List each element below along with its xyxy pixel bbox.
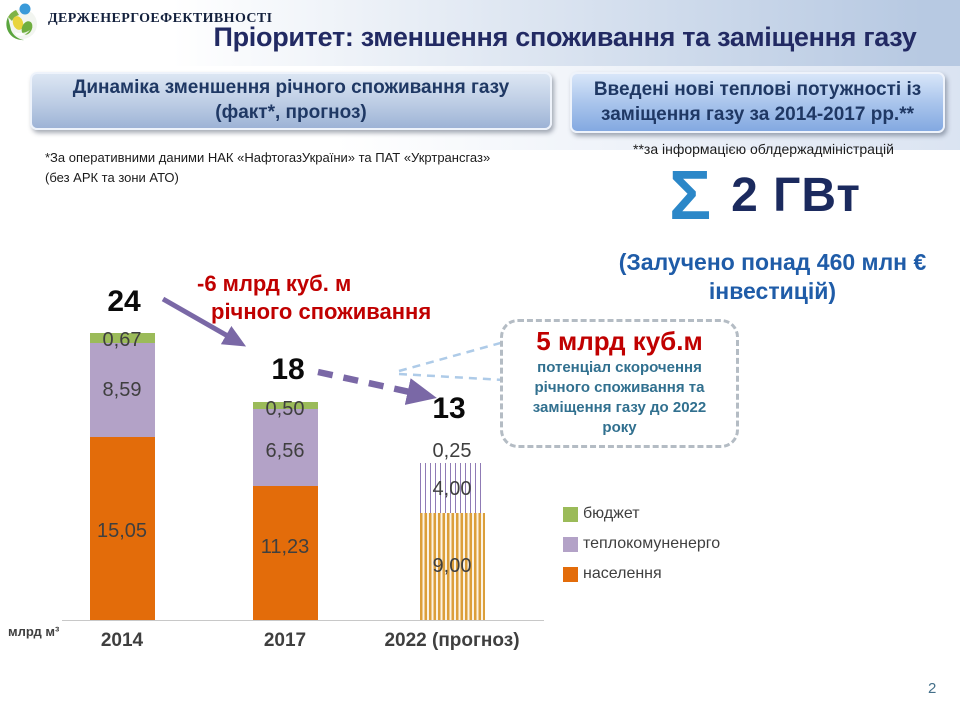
total-capacity-row: Σ 2 ГВт (600, 160, 930, 230)
energy-efficiency-logo-icon (2, 2, 42, 47)
bar-2014-budget-segment (90, 333, 155, 343)
value-2017-population: 11,23 (260, 536, 310, 558)
decline-arrow-dashed (317, 368, 437, 405)
x-axis-line (62, 620, 544, 621)
potential-callout: 5 млрд куб.м потенціал скорочення річног… (500, 319, 739, 448)
left-footnote-line1: *За оперативними даними НАК «НафтогазУкр… (45, 150, 491, 165)
bar-2022-heating-segment-forecast (420, 463, 485, 513)
value-2017-heating: 6,56 (265, 440, 305, 462)
legend-swatch-budget-icon (563, 506, 578, 522)
total-label-2022: 13 (432, 392, 466, 425)
left-panel-header: Динаміка зменшення річного споживання га… (30, 72, 552, 130)
x-tick-2014: 2014 (100, 630, 144, 651)
legend-label-budget: бюджет (583, 505, 640, 522)
legend-swatch-heating-icon (563, 536, 578, 552)
bar-2017-population-segment (253, 486, 318, 620)
top-gradient-band (0, 0, 960, 66)
legend-label-heating: теплокомуненерго (583, 535, 721, 552)
value-2014-heating: 8,59 (102, 379, 142, 401)
legend-item-population: населення (563, 565, 720, 583)
sigma-icon: Σ (669, 156, 712, 234)
callout-body-line4: року (602, 418, 637, 436)
investment-line1: (Залучено понад 460 млн € (618, 249, 927, 275)
left-footnote-line2: (без АРК та зони АТО) (45, 170, 179, 186)
callout-body-line3: заміщення газу до 2022 (532, 398, 707, 416)
legend-label-population: населення (583, 565, 662, 582)
callout-connector-bottom (398, 372, 505, 382)
bar-2014-heating-segment (90, 343, 155, 437)
right-footnote: **за інформацією облдержадміністрацій (633, 141, 894, 157)
bar-2017-heating-segment (253, 409, 318, 486)
callout-body: потенціал скорочення річного споживання … (503, 358, 736, 438)
legend-item-budget: бюджет (563, 505, 720, 523)
value-2017-budget: 0,50 (265, 398, 305, 420)
value-2022-budget: 0,25 (432, 440, 472, 462)
right-panel-header: Введені нові теплові потужності із заміщ… (570, 72, 945, 133)
reduction-line2: річного споживання (211, 298, 432, 324)
callout-connector-top (398, 340, 505, 373)
value-2014-budget: 0,67 (102, 329, 142, 351)
total-label-2017: 18 (271, 353, 305, 386)
callout-body-line2: річного споживання та (534, 378, 705, 396)
right-panel-title-line1: Введені нові теплові потужності із (593, 78, 922, 100)
chart-legend: бюджет теплокомуненерго населення (563, 505, 720, 595)
legend-swatch-population-icon (563, 566, 578, 582)
investment-line2: інвестицій) (708, 277, 837, 304)
slide-title: Пріоритет: зменшення споживання та заміщ… (213, 22, 917, 52)
right-panel-title-line2: заміщення газу за 2014-2017 рр.** (601, 103, 914, 125)
agency-logo: ДЕРЖЕНЕРГОЕФЕКТИВНОСТІ (2, 2, 273, 47)
total-capacity-value: 2 ГВт (731, 168, 861, 222)
left-panel-title-line1: Динаміка зменшення річного споживання га… (72, 77, 510, 99)
callout-body-line1: потенціал скорочення (537, 359, 702, 376)
left-panel-title-line2: (факт*, прогноз) (215, 102, 367, 123)
value-2014-population: 15,05 (96, 520, 148, 542)
x-tick-2017: 2017 (263, 630, 307, 651)
investment-note: (Залучено понад 460 млн € інвестицій) (600, 248, 945, 306)
y-axis-unit-label: млрд м³ (8, 624, 60, 639)
value-2022-population: 9,00 (432, 555, 472, 577)
reduction-line1: -6 млрд куб. м (197, 271, 352, 296)
x-tick-2022: 2022 (прогноз) (384, 630, 520, 651)
reduction-annotation: -6 млрд куб. м річного споживання (197, 270, 431, 325)
page-number: 2 (928, 680, 937, 697)
callout-headline: 5 млрд куб.м (536, 326, 703, 356)
bar-2017-budget-segment (253, 402, 318, 409)
left-footnote: *За оперативними даними НАК «НафтогазУкр… (45, 148, 490, 188)
value-2022-heating: 4,00 (432, 478, 472, 500)
bar-2014-population-segment (90, 437, 155, 620)
legend-item-heating: теплокомуненерго (563, 535, 720, 553)
total-label-2014: 24 (107, 285, 141, 318)
bar-2022-population-segment-forecast (420, 513, 485, 620)
agency-name: ДЕРЖЕНЕРГОЕФЕКТИВНОСТІ (48, 11, 273, 26)
